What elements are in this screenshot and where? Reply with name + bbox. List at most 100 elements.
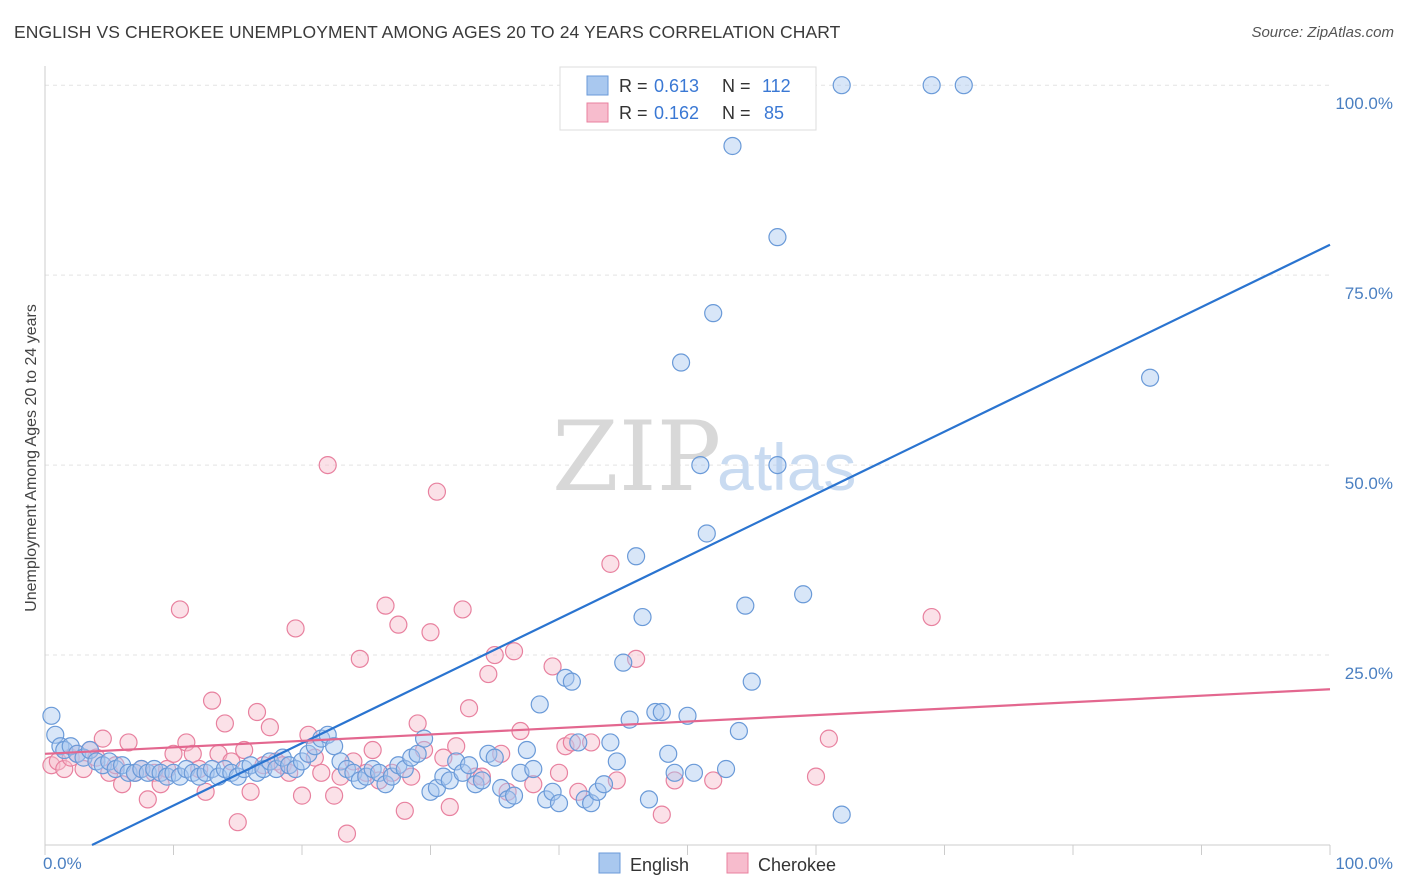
cherokee-point — [459, 699, 479, 718]
english-point — [665, 763, 684, 782]
legend-cherokee-r-label: R = — [619, 103, 648, 123]
bottom-legend-english-swatch — [598, 852, 621, 874]
trend-lines — [44, 243, 1331, 846]
cherokee-point — [389, 615, 408, 634]
cherokee-point — [524, 775, 543, 794]
english-point — [517, 740, 536, 760]
english-point — [299, 744, 318, 763]
cherokee-point — [402, 767, 421, 786]
english-point — [80, 740, 100, 760]
source-label: Source: ZipAtlas.com — [1251, 24, 1394, 41]
watermark: ZIP atlas — [552, 401, 856, 513]
english-point — [594, 775, 614, 794]
legend-cherokee-n-value: 85 — [764, 103, 784, 123]
english-point — [742, 672, 761, 691]
english-point — [543, 782, 562, 801]
english-point — [524, 759, 543, 779]
cherokee-point — [241, 782, 260, 801]
english-point — [46, 725, 65, 744]
y-axis-label: Unemployment Among Ages 20 to 24 years — [23, 304, 40, 612]
english-point — [395, 759, 414, 779]
watermark-zip: ZIP — [552, 401, 721, 513]
english-point — [626, 547, 646, 566]
cherokee-point — [562, 733, 581, 752]
cherokee-point — [504, 642, 524, 661]
english-point — [530, 695, 549, 714]
cherokee-point — [325, 786, 344, 805]
english-point — [768, 228, 787, 247]
legend-english-swatch — [586, 75, 609, 96]
cherokee-point — [447, 737, 466, 756]
cherokee-point — [421, 623, 440, 642]
cherokee-point — [318, 455, 337, 475]
legend-english-n-value: 112 — [762, 76, 791, 96]
english-point — [408, 744, 427, 763]
english-point — [723, 136, 742, 156]
axes — [44, 66, 1331, 855]
legend-cherokee-n-label: N = — [722, 103, 751, 123]
cherokee-point — [138, 790, 157, 809]
watermark-atlas: atlas — [717, 430, 856, 504]
cherokee-point — [652, 805, 671, 824]
cherokee-point — [408, 714, 427, 733]
english-point — [414, 729, 434, 748]
cherokee-point — [922, 607, 941, 627]
english-point — [794, 585, 813, 604]
y-tick-label-2: 75.0% — [1345, 284, 1393, 303]
cherokee-point — [312, 763, 331, 782]
cherokee-point — [247, 702, 267, 722]
cherokee-point — [395, 801, 414, 820]
english-trend-line — [91, 243, 1331, 846]
cherokee-point — [806, 767, 826, 786]
english-point — [292, 752, 312, 771]
legend-english-r-value: 0.613 — [654, 76, 699, 96]
cherokee-point — [55, 759, 74, 779]
legend-english-r-label: R = — [619, 76, 648, 96]
cherokee-point — [704, 771, 723, 790]
cherokee-point — [819, 729, 838, 748]
english-point — [729, 721, 749, 741]
cherokee-point — [215, 714, 234, 733]
chart-title: ENGLISH VS CHEROKEE UNEMPLOYMENT AMONG A… — [14, 22, 841, 42]
english-point — [614, 653, 633, 672]
cherokee-point — [363, 740, 382, 760]
english-point — [582, 794, 601, 813]
cherokee-point — [292, 786, 312, 805]
cherokee-point — [376, 596, 395, 615]
english-point — [659, 744, 678, 763]
bottom-legend: English Cherokee — [598, 852, 836, 875]
english-point — [832, 76, 851, 95]
english-point — [736, 596, 755, 615]
cherokee-point — [202, 691, 222, 710]
cherokee-point — [453, 600, 472, 619]
x-tick-label-max: 100.0% — [1335, 854, 1393, 873]
cherokee-point — [549, 763, 569, 782]
english-point — [325, 737, 344, 756]
cherokee-point — [260, 718, 279, 737]
english-point — [504, 786, 524, 805]
cherokee-point — [601, 554, 620, 573]
cherokee-point — [543, 657, 562, 676]
english-point — [684, 763, 704, 782]
y-tick-labels: 25.0% 50.0% 75.0% 100.0% — [1335, 94, 1393, 683]
y-tick-label-3: 100.0% — [1335, 94, 1393, 113]
english-point — [691, 455, 710, 475]
top-legend: R = 0.613 N = 112 R = 0.162 N = 85 — [559, 66, 817, 131]
english-point — [376, 775, 395, 794]
cherokee-point — [337, 824, 357, 843]
english-point — [549, 794, 569, 813]
english-point — [639, 790, 659, 809]
legend-english-n-label: N = — [722, 76, 751, 96]
english-point — [768, 455, 787, 475]
english-point — [704, 304, 723, 323]
english-point — [652, 702, 671, 722]
english-point — [472, 771, 491, 790]
cherokee-point — [119, 733, 138, 752]
english-points — [42, 76, 1160, 824]
english-point — [569, 733, 588, 752]
cherokee-point — [582, 733, 601, 752]
english-point — [61, 737, 80, 756]
english-point — [453, 763, 472, 782]
legend-cherokee-r-value: 0.162 — [654, 103, 699, 123]
